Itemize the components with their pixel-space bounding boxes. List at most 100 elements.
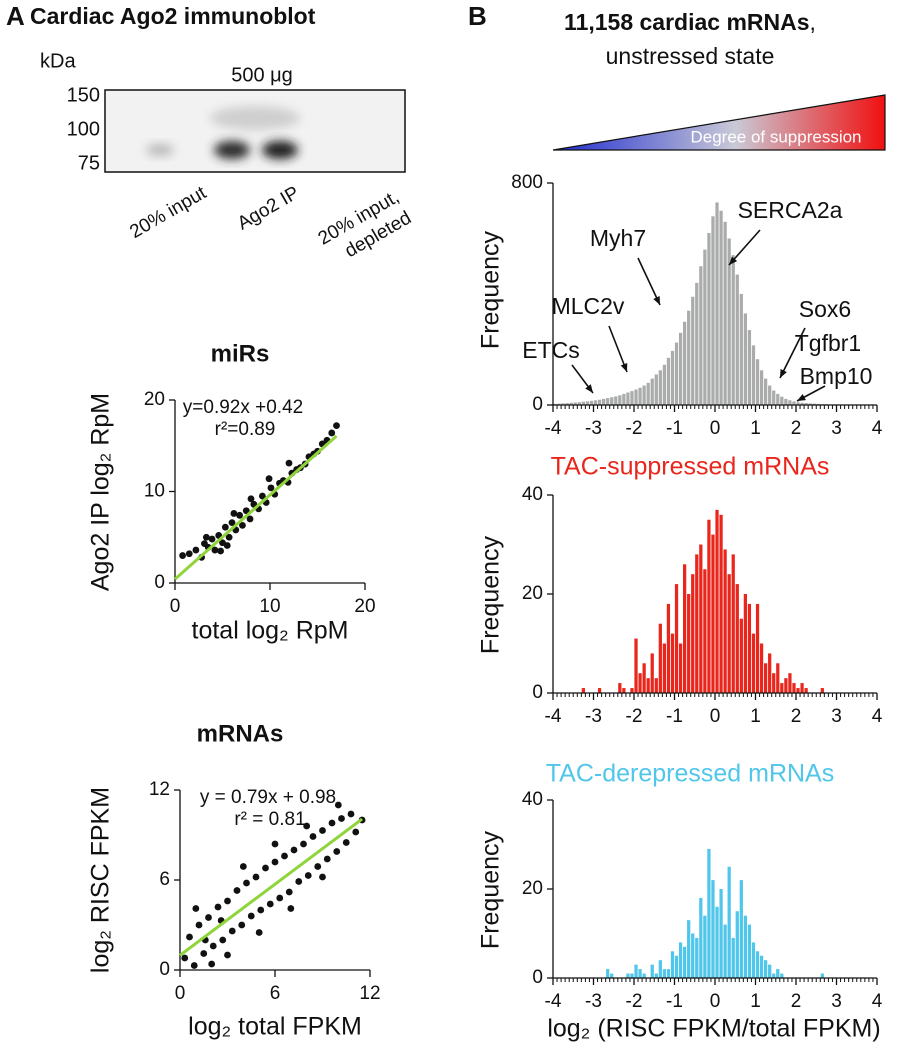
bar xyxy=(695,554,699,693)
point xyxy=(239,863,247,870)
bar xyxy=(707,519,711,693)
bar xyxy=(606,969,610,978)
bar xyxy=(614,396,618,405)
y-tick-label: 0 xyxy=(159,959,170,980)
bar xyxy=(727,574,731,693)
x-axis-label: total log₂ RpM xyxy=(192,617,349,645)
y-tick-label: 40 xyxy=(522,484,543,505)
bar xyxy=(678,942,683,978)
fit-line xyxy=(174,434,338,581)
point xyxy=(246,515,254,523)
bar xyxy=(695,937,699,978)
point xyxy=(242,507,250,515)
x-tick-label: 0 xyxy=(710,706,721,727)
arrow-head xyxy=(653,296,660,305)
bar xyxy=(707,848,711,978)
bar xyxy=(658,370,662,405)
bar xyxy=(646,678,650,693)
bar xyxy=(654,374,658,405)
blot-marker: 150 xyxy=(67,84,100,106)
bar xyxy=(776,969,780,978)
bar xyxy=(703,249,707,405)
bar xyxy=(699,544,703,693)
bar xyxy=(573,402,577,405)
bar xyxy=(610,397,614,405)
point xyxy=(217,547,225,555)
bar xyxy=(602,398,606,405)
point xyxy=(338,815,345,822)
bar xyxy=(577,402,581,405)
x-tick-label: 2 xyxy=(791,418,802,439)
bar xyxy=(715,509,719,693)
x-tick-label: 2 xyxy=(791,706,802,727)
y-axis-label: Frequency xyxy=(477,535,505,654)
bar xyxy=(719,889,723,978)
y-tick-label: 6 xyxy=(159,869,170,890)
point xyxy=(219,936,227,944)
y-tick-label: 40 xyxy=(522,789,543,810)
point xyxy=(209,942,217,950)
point xyxy=(238,921,246,929)
bar xyxy=(703,915,707,978)
bar xyxy=(654,973,658,978)
point xyxy=(247,912,255,920)
fit-line xyxy=(179,817,363,957)
bar xyxy=(638,387,642,405)
x-tick-label: 20 xyxy=(354,596,375,617)
bar xyxy=(772,390,776,405)
bar xyxy=(747,924,752,978)
gradient-label: Degree of suppression xyxy=(690,127,861,146)
bar xyxy=(723,549,727,693)
point xyxy=(334,801,342,809)
bar xyxy=(764,378,768,405)
points xyxy=(179,422,340,561)
point xyxy=(271,858,279,866)
y-axis-label: log₂ RISC FPKM xyxy=(87,787,115,973)
bar xyxy=(743,915,747,978)
bar xyxy=(597,688,602,693)
point xyxy=(314,863,322,870)
bar xyxy=(723,924,727,978)
bar xyxy=(606,398,610,405)
x-tick-label: 1 xyxy=(750,991,761,1012)
bar xyxy=(707,232,711,405)
bar xyxy=(788,400,792,405)
bar xyxy=(630,973,634,978)
point xyxy=(228,927,236,935)
bar xyxy=(755,951,760,978)
bar xyxy=(565,403,569,405)
gene-annotation: Bmp10 xyxy=(800,363,873,389)
point xyxy=(290,846,298,854)
bar xyxy=(642,385,646,405)
bar xyxy=(670,951,675,978)
bar xyxy=(642,973,646,978)
x-tick-label: 6 xyxy=(270,983,281,1004)
point xyxy=(179,552,187,559)
point xyxy=(236,511,244,519)
x-tick-label: 4 xyxy=(872,991,883,1012)
bar xyxy=(796,402,800,405)
bar xyxy=(747,603,752,693)
gene-annotation: Sox6 xyxy=(799,296,851,322)
gene-annotation: SERCA2a xyxy=(738,197,843,223)
axes: 0 10 20 0 10 20 miRs Ago2 IP log₂ RpM total log₂… xyxy=(87,340,376,644)
x-tick-label: -3 xyxy=(585,418,602,439)
x-tick-label: 3 xyxy=(831,991,842,1012)
point xyxy=(223,542,231,549)
x-tick-label: -3 xyxy=(585,991,602,1012)
x-axis-label: log₂ (RISC FPKM/total FPKM) xyxy=(547,1015,880,1043)
point xyxy=(262,864,269,872)
blot-band xyxy=(146,144,174,156)
bar xyxy=(585,401,590,405)
bar xyxy=(678,332,683,405)
bar xyxy=(772,973,776,978)
bar xyxy=(800,683,804,693)
bar xyxy=(658,960,662,978)
point xyxy=(328,429,336,437)
panel-label: B xyxy=(468,1,487,31)
y-tick-label: 10 xyxy=(144,481,165,502)
gene-annotation: MLC2v xyxy=(552,293,625,319)
point xyxy=(342,839,350,846)
bar xyxy=(646,382,650,405)
x-tick-label: -4 xyxy=(545,991,562,1012)
